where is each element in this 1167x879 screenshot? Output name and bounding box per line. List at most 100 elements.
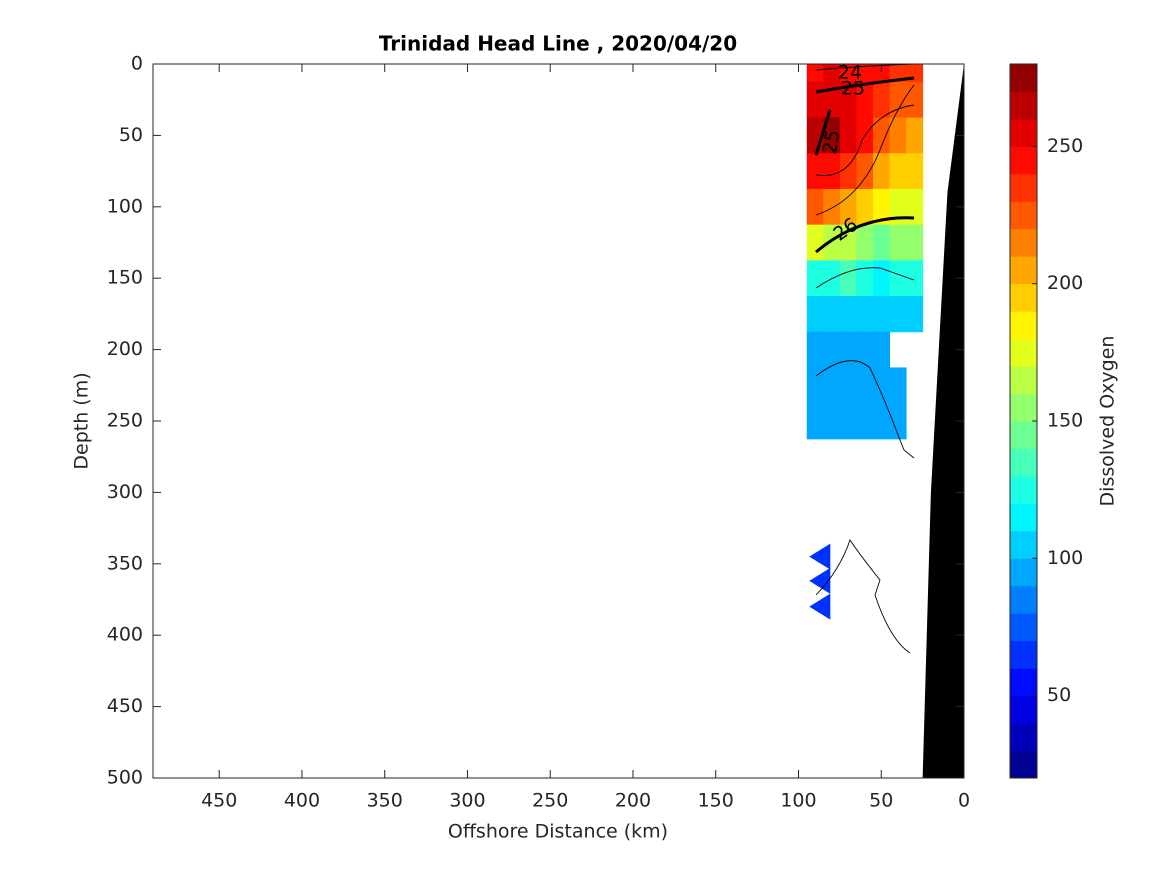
y-tick-label: 200	[107, 338, 143, 360]
field-cell	[906, 224, 924, 261]
contour-line	[815, 216, 915, 254]
field-cell	[872, 224, 891, 261]
colorbar-band	[1010, 448, 1037, 477]
colorbar-tick-label: 50	[1047, 684, 1071, 706]
field-cell	[872, 188, 891, 226]
field-cell	[823, 224, 841, 261]
field-cell	[872, 117, 891, 154]
field-cell	[906, 296, 924, 333]
field-cell	[839, 188, 857, 226]
field-cell	[839, 403, 857, 440]
y-tick-label: 150	[107, 267, 143, 289]
field-cell	[823, 117, 841, 154]
colorbar-tick-label: 100	[1047, 547, 1083, 569]
field-cell	[806, 188, 824, 226]
contour-line	[815, 360, 915, 459]
contour-label: 24	[838, 62, 862, 84]
colorbar-band	[1010, 201, 1037, 230]
colorbar-band	[1010, 338, 1037, 367]
y-tick-label: 300	[107, 481, 143, 503]
field-cell	[856, 296, 874, 333]
field-cell	[856, 367, 874, 404]
field-cell	[856, 81, 874, 119]
x-tick-label: 350	[367, 790, 403, 812]
colorbar-tick-label: 250	[1047, 135, 1083, 157]
colorbar-band	[1010, 366, 1037, 395]
colorbar-band	[1010, 668, 1037, 697]
field-cell	[856, 260, 874, 297]
colorbar-band	[1010, 558, 1037, 587]
field-cell	[806, 331, 824, 368]
colorbar-band	[1010, 118, 1037, 147]
field-cell	[839, 153, 857, 190]
field-cell	[889, 224, 907, 261]
contour-line	[815, 104, 915, 177]
y-tick-label: 350	[107, 552, 143, 574]
x-tick-label: 0	[958, 790, 970, 812]
field-cell	[839, 367, 857, 404]
field-cell	[823, 296, 841, 333]
colorbar-band	[1010, 640, 1037, 669]
deep-sample	[809, 567, 831, 594]
field-cell	[856, 188, 874, 226]
field-cell	[906, 260, 924, 297]
x-tick-label: 400	[284, 790, 320, 812]
deep-sample	[809, 543, 831, 570]
x-tick-label: 200	[615, 790, 651, 812]
field-cell	[906, 81, 924, 119]
x-tick-label: 450	[201, 790, 237, 812]
field-cell	[823, 367, 841, 404]
field-cell	[889, 367, 907, 404]
colorbar-band	[1010, 146, 1037, 175]
field-cell	[872, 81, 891, 119]
deep-sample	[809, 593, 831, 620]
field-cell	[889, 260, 907, 297]
colorbar-band	[1010, 228, 1037, 257]
y-tick-label: 50	[119, 124, 143, 146]
field-cell	[889, 153, 907, 190]
field-cell	[889, 117, 907, 154]
contour-label: 25	[841, 78, 865, 100]
field-cell	[856, 224, 874, 261]
field-cell	[889, 64, 907, 83]
field-cell	[806, 153, 824, 190]
field-cell	[856, 403, 874, 440]
field-cell	[806, 296, 824, 333]
y-tick-label: 250	[107, 410, 143, 432]
y-tick-label: 100	[107, 195, 143, 217]
field-cell	[839, 64, 857, 83]
contour-line	[815, 538, 911, 654]
field-cell	[872, 296, 891, 333]
colorbar-band	[1010, 475, 1037, 504]
contour-lines	[814, 64, 915, 654]
field-cell	[823, 153, 841, 190]
colorbar-band	[1010, 173, 1037, 202]
field-cell	[889, 81, 907, 119]
colorbar-band	[1010, 311, 1037, 340]
field-cell	[872, 153, 891, 190]
field-cell	[839, 331, 857, 368]
x-tick-label: 250	[532, 790, 568, 812]
field-cell	[806, 81, 824, 119]
colorbar-tick-label: 200	[1047, 272, 1083, 294]
colorbar-band	[1010, 530, 1037, 559]
field-cell	[806, 403, 824, 440]
colorbar-tick-label: 150	[1047, 410, 1083, 432]
y-tick-label: 0	[131, 53, 143, 75]
field-cell	[806, 224, 824, 261]
field-cell	[856, 153, 874, 190]
y-tick-label: 450	[107, 695, 143, 717]
field-cell	[839, 260, 857, 297]
field	[806, 64, 964, 778]
colorbar-band	[1010, 750, 1037, 779]
field-cell	[889, 188, 907, 226]
field-cell	[823, 403, 841, 440]
contour-line	[815, 267, 915, 289]
y-tick-label: 500	[107, 767, 143, 789]
colorbar-label: Dissolved Oxygen	[1097, 336, 1119, 507]
x-tick-label: 100	[780, 790, 816, 812]
field-cell	[839, 81, 857, 119]
x-tick-label: 150	[698, 790, 734, 812]
field-cell	[906, 117, 924, 154]
